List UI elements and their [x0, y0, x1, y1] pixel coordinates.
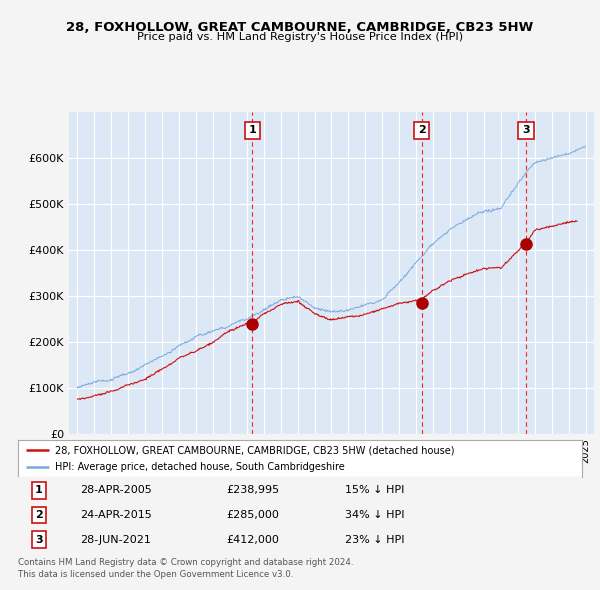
Text: 28, FOXHOLLOW, GREAT CAMBOURNE, CAMBRIDGE, CB23 5HW (detached house): 28, FOXHOLLOW, GREAT CAMBOURNE, CAMBRIDG… — [55, 445, 454, 455]
Text: 23% ↓ HPI: 23% ↓ HPI — [345, 535, 404, 545]
Text: 34% ↓ HPI: 34% ↓ HPI — [345, 510, 404, 520]
Text: 3: 3 — [35, 535, 43, 545]
Text: £285,000: £285,000 — [227, 510, 280, 520]
Text: 28-JUN-2021: 28-JUN-2021 — [80, 535, 151, 545]
Text: Contains HM Land Registry data © Crown copyright and database right 2024.: Contains HM Land Registry data © Crown c… — [18, 558, 353, 567]
Text: 1: 1 — [248, 126, 256, 136]
Text: 1: 1 — [35, 485, 43, 495]
Text: £412,000: £412,000 — [227, 535, 280, 545]
Text: 3: 3 — [522, 126, 530, 136]
Text: Price paid vs. HM Land Registry's House Price Index (HPI): Price paid vs. HM Land Registry's House … — [137, 32, 463, 42]
Text: 28-APR-2005: 28-APR-2005 — [80, 485, 152, 495]
Text: This data is licensed under the Open Government Licence v3.0.: This data is licensed under the Open Gov… — [18, 570, 293, 579]
Text: 15% ↓ HPI: 15% ↓ HPI — [345, 485, 404, 495]
Text: HPI: Average price, detached house, South Cambridgeshire: HPI: Average price, detached house, Sout… — [55, 462, 344, 472]
Text: 24-APR-2015: 24-APR-2015 — [80, 510, 152, 520]
Text: 2: 2 — [418, 126, 425, 136]
Text: £238,995: £238,995 — [227, 485, 280, 495]
Text: 2: 2 — [35, 510, 43, 520]
Text: 28, FOXHOLLOW, GREAT CAMBOURNE, CAMBRIDGE, CB23 5HW: 28, FOXHOLLOW, GREAT CAMBOURNE, CAMBRIDG… — [67, 21, 533, 34]
